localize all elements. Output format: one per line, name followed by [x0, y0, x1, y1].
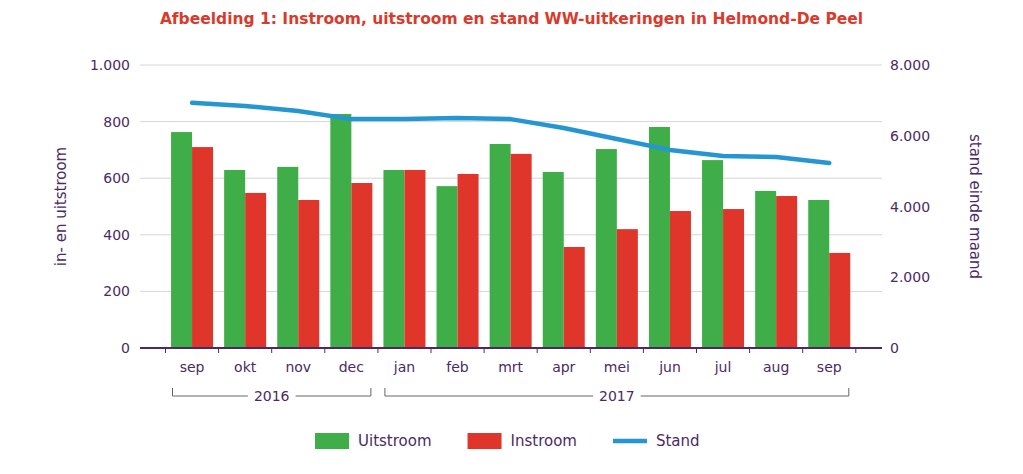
group-label: 2017	[599, 388, 635, 404]
category-label: feb	[446, 359, 469, 375]
tick-label: 0	[890, 340, 899, 356]
bar	[330, 114, 351, 348]
tick-mark	[882, 135, 886, 136]
category-label: apr	[552, 359, 575, 375]
axis-tick	[696, 348, 697, 353]
bar	[649, 127, 670, 348]
bar	[564, 247, 585, 348]
title: Afbeelding 1: Instroom, uitstroom en sta…	[160, 10, 863, 28]
legend-label: Instroom	[511, 432, 577, 450]
axis-tick	[590, 348, 591, 353]
category-label: jan	[393, 359, 415, 375]
bar	[277, 167, 298, 348]
legend-label: Uitstroom	[358, 432, 432, 450]
legend-swatch	[468, 433, 502, 449]
grid-line	[140, 65, 882, 66]
bar	[383, 170, 404, 348]
axis-tick	[484, 348, 485, 353]
bar	[755, 191, 776, 348]
legend: Uitstroom Instroom Stand	[315, 432, 700, 450]
category-label: sep	[817, 359, 842, 375]
y-axis-label: in- en uitstroom	[52, 147, 70, 266]
bar	[437, 186, 458, 348]
category-label: aug	[763, 359, 789, 375]
bar	[245, 193, 266, 348]
axis-line	[140, 347, 882, 349]
tick-label: 0	[121, 340, 130, 356]
tick-label: 200	[103, 283, 130, 299]
axis-tick	[855, 348, 856, 353]
category-label: nov	[285, 359, 311, 375]
category-label: mei	[604, 359, 630, 375]
tick-label: 2.000	[890, 269, 930, 285]
legend-swatch	[613, 439, 647, 444]
tick-label: 6.000	[890, 128, 930, 144]
chart: Afbeelding 1: Instroom, uitstroom en sta…	[0, 0, 1023, 474]
bar	[458, 174, 479, 348]
axis-tick	[537, 348, 538, 353]
tick-mark	[882, 65, 886, 66]
tick-label: 4.000	[890, 199, 930, 215]
category-label: jul	[714, 359, 732, 375]
category-label: mrt	[498, 359, 523, 375]
bar	[670, 211, 691, 348]
category-label: dec	[339, 359, 364, 375]
tick-label: 400	[103, 227, 130, 243]
axis-tick	[802, 348, 803, 353]
category-label: jun	[658, 359, 681, 375]
line	[192, 103, 829, 163]
axis-tick	[643, 348, 644, 353]
bar	[490, 144, 511, 348]
axis-tick	[377, 348, 378, 353]
bar	[702, 160, 723, 348]
tick-mark	[882, 206, 886, 207]
tick-label: 600	[103, 170, 130, 186]
tick-mark	[882, 348, 886, 349]
bar	[543, 172, 564, 348]
bar	[224, 170, 245, 348]
bar	[511, 154, 532, 348]
marks	[171, 103, 850, 348]
tick-label: 1.000	[90, 57, 130, 73]
axis-tick	[218, 348, 219, 353]
category-label: sep	[180, 359, 205, 375]
axis-tick	[324, 348, 325, 353]
bar	[171, 132, 192, 348]
grid-line	[140, 348, 882, 349]
bar	[617, 229, 638, 348]
axis-tick	[749, 348, 750, 353]
axis-tick	[271, 348, 272, 353]
bar	[351, 183, 372, 348]
tick-mark	[882, 277, 886, 278]
tick-label: 800	[103, 114, 130, 130]
bar	[192, 147, 213, 348]
legend-label: Stand	[656, 432, 700, 450]
axis-tick	[165, 348, 166, 353]
axis-tick	[431, 348, 432, 353]
bar	[776, 196, 797, 348]
y2-axis-label: stand einde maand	[966, 134, 984, 279]
category-label: okt	[234, 359, 257, 375]
tick-label: 8.000	[890, 57, 930, 73]
bar	[808, 200, 829, 348]
bar	[596, 149, 617, 348]
bar	[404, 170, 425, 348]
bar	[723, 209, 744, 348]
bar	[298, 200, 319, 348]
legend-swatch	[315, 433, 349, 449]
group-label: 2016	[254, 388, 290, 404]
bar	[829, 253, 850, 348]
